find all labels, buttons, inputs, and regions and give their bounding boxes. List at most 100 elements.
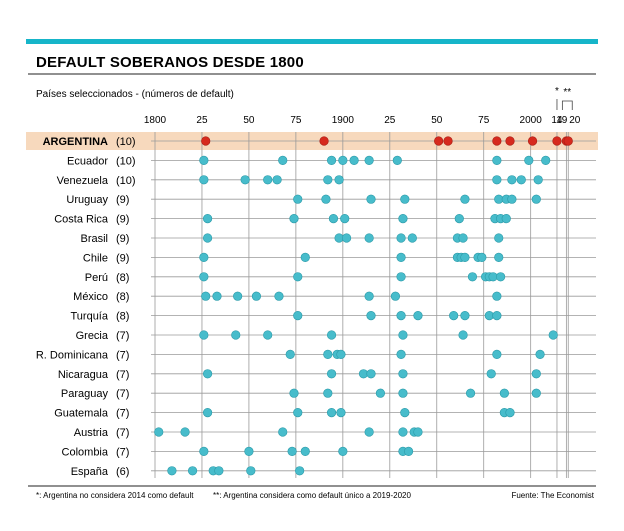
default-count-label: (7) bbox=[116, 369, 129, 381]
default-point bbox=[458, 330, 468, 340]
default-point bbox=[366, 194, 376, 204]
default-point bbox=[285, 349, 295, 360]
default-point bbox=[531, 194, 541, 204]
country-label: Austria bbox=[74, 427, 109, 439]
default-point bbox=[293, 272, 303, 282]
default-point bbox=[507, 175, 517, 185]
default-point bbox=[274, 291, 284, 301]
default-point bbox=[199, 175, 209, 185]
x-tick-label: 75 bbox=[290, 115, 302, 126]
default-point bbox=[413, 311, 423, 321]
label-layer: ARGENTINA (10) Ecuador (10) Venezuela (10) Uru… bbox=[36, 136, 136, 478]
default-point bbox=[535, 349, 545, 360]
default-point bbox=[449, 311, 459, 321]
x-tick-label: 1900 bbox=[332, 115, 355, 126]
default-point bbox=[180, 427, 190, 437]
default-point bbox=[552, 136, 562, 146]
country-label: Paraguay bbox=[61, 388, 109, 400]
default-count-label: (7) bbox=[116, 446, 129, 458]
default-point bbox=[364, 155, 374, 165]
default-point bbox=[154, 427, 164, 437]
default-point bbox=[413, 427, 423, 437]
default-count-label: (10) bbox=[116, 136, 136, 148]
default-point bbox=[492, 291, 502, 301]
country-label: ARGENTINA bbox=[43, 136, 108, 148]
default-point bbox=[326, 330, 337, 340]
default-point bbox=[467, 272, 478, 282]
default-point bbox=[199, 252, 209, 262]
default-point bbox=[366, 311, 376, 321]
default-point bbox=[233, 291, 243, 301]
default-point bbox=[212, 291, 222, 301]
marker-double-asterisk: ** bbox=[563, 87, 571, 98]
marker-asterisk: * bbox=[555, 86, 559, 97]
default-point bbox=[460, 311, 470, 321]
default-point bbox=[492, 155, 502, 165]
default-point bbox=[507, 194, 517, 204]
default-count-label: (7) bbox=[116, 330, 129, 342]
grid-layer bbox=[151, 132, 596, 478]
default-count-label: (7) bbox=[116, 427, 129, 439]
default-point bbox=[403, 446, 414, 457]
default-point bbox=[505, 408, 515, 418]
default-point bbox=[201, 291, 211, 301]
default-point bbox=[336, 349, 346, 360]
default-count-label: (7) bbox=[116, 349, 129, 361]
default-count-label: (9) bbox=[116, 233, 129, 245]
default-point bbox=[501, 214, 511, 224]
default-point bbox=[341, 233, 352, 243]
default-point bbox=[199, 330, 209, 340]
x-tick-label: 2000 bbox=[520, 115, 543, 126]
default-point bbox=[202, 233, 213, 243]
default-point bbox=[244, 446, 254, 457]
default-point bbox=[541, 155, 551, 165]
default-point bbox=[375, 388, 386, 398]
default-point bbox=[527, 136, 538, 146]
x-tick-label: 50 bbox=[431, 115, 443, 126]
country-label: Chile bbox=[83, 252, 108, 264]
default-point bbox=[202, 214, 213, 224]
default-point bbox=[494, 233, 504, 243]
default-point bbox=[323, 175, 333, 185]
default-point bbox=[366, 369, 376, 379]
country-label: Guatemala bbox=[54, 408, 109, 420]
default-count-label: (9) bbox=[116, 252, 129, 264]
default-point bbox=[396, 252, 406, 262]
default-point bbox=[505, 136, 515, 146]
dot-layer bbox=[154, 136, 573, 476]
default-point bbox=[460, 252, 470, 262]
default-point bbox=[293, 311, 303, 321]
default-point bbox=[187, 466, 198, 476]
marker-bracket bbox=[561, 100, 573, 110]
default-point bbox=[390, 291, 401, 301]
default-point bbox=[251, 291, 262, 301]
default-point bbox=[492, 349, 502, 360]
default-count-label: (6) bbox=[116, 466, 129, 478]
country-label: Colombia bbox=[62, 446, 109, 458]
default-count-label: (9) bbox=[116, 194, 129, 206]
x-tick-label: 25 bbox=[196, 115, 208, 126]
default-point bbox=[201, 136, 211, 146]
default-point bbox=[492, 175, 502, 185]
footnote-middle: **: Argentina considera como default úni… bbox=[213, 491, 411, 500]
footnote-source: Fuente: The Economist bbox=[511, 491, 594, 500]
default-point bbox=[496, 272, 506, 282]
default-point bbox=[400, 194, 410, 204]
default-point bbox=[398, 369, 408, 379]
default-point bbox=[202, 369, 213, 379]
x-tick-label: 20 bbox=[569, 115, 581, 126]
default-point bbox=[364, 291, 374, 301]
default-count-label: (8) bbox=[116, 272, 129, 284]
country-label: México bbox=[73, 291, 108, 303]
default-point bbox=[328, 214, 339, 224]
default-point bbox=[321, 194, 331, 204]
default-point bbox=[319, 136, 329, 146]
default-count-label: (8) bbox=[116, 291, 129, 303]
default-point bbox=[289, 214, 299, 224]
country-label: Uruguay bbox=[66, 194, 108, 206]
default-point bbox=[563, 136, 573, 146]
default-point bbox=[263, 175, 273, 185]
default-point bbox=[167, 466, 177, 476]
